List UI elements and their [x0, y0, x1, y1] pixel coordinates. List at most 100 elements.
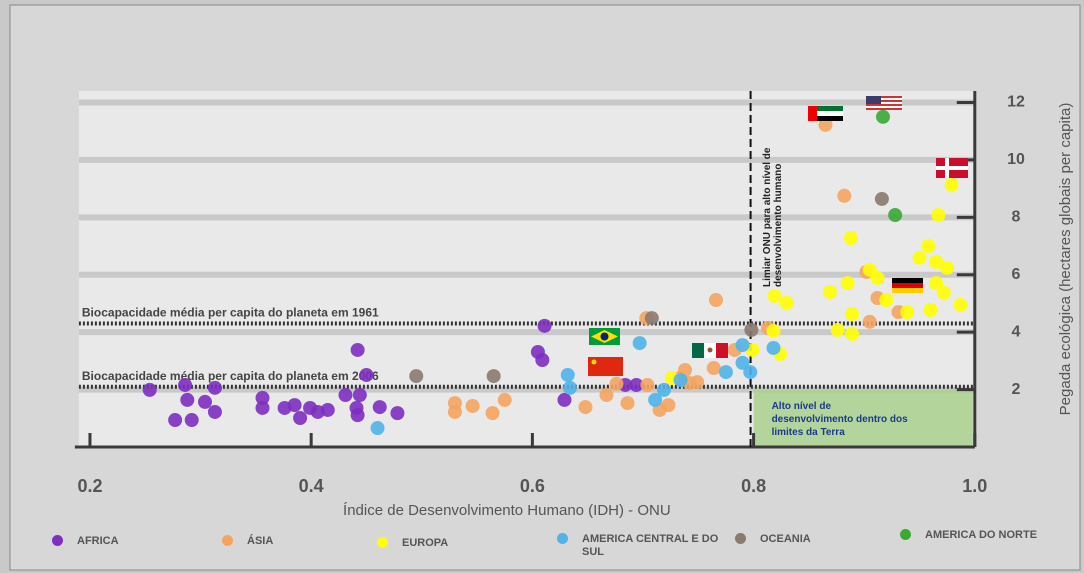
- point: [931, 208, 946, 223]
- legend-marker: [557, 533, 568, 544]
- point: [875, 109, 890, 124]
- point: [168, 413, 183, 428]
- point: [599, 388, 614, 403]
- point: [255, 390, 270, 405]
- legend-label: AMERICA DO NORTE: [925, 529, 1038, 541]
- point: [372, 400, 387, 415]
- point: [632, 336, 647, 351]
- point: [870, 270, 885, 285]
- point: [708, 293, 723, 308]
- legend-item: AMERICA CENTRAL E DO SUL: [557, 533, 722, 559]
- point: [888, 208, 903, 223]
- point: [837, 188, 852, 203]
- legend-marker: [900, 529, 911, 540]
- flag-uae: [808, 106, 843, 121]
- y-tick-label: 12: [1007, 94, 1025, 111]
- point: [673, 373, 688, 388]
- legend-marker: [377, 537, 388, 548]
- point: [557, 392, 572, 407]
- flag-mexico: [692, 343, 728, 358]
- point: [350, 342, 365, 357]
- point: [767, 288, 782, 303]
- point: [845, 307, 860, 322]
- y-axis-label: Pegada ecológica (hectares globais per c…: [1057, 103, 1074, 416]
- y-tick-label: 2: [1012, 381, 1021, 398]
- point: [560, 367, 575, 382]
- point: [184, 413, 199, 428]
- point: [735, 355, 750, 370]
- point: [840, 276, 855, 291]
- legend-label: ÁSIA: [247, 535, 274, 547]
- flag-china: [588, 357, 623, 376]
- point: [862, 314, 877, 329]
- point: [936, 285, 951, 300]
- legend-label: AFRICA: [77, 535, 119, 547]
- point: [320, 402, 335, 417]
- point: [485, 406, 500, 421]
- legend-item: ÁSIA: [222, 535, 387, 548]
- point: [940, 260, 955, 275]
- point: [929, 254, 944, 269]
- point: [537, 318, 552, 333]
- legend-item: OCEANIA: [735, 533, 900, 546]
- point: [779, 295, 794, 310]
- y-tick-label: 4: [1012, 323, 1021, 340]
- x-axis-label: Índice de Desenvolvimento Humano (IDH) -…: [343, 502, 671, 519]
- flag-denmark: [936, 158, 968, 178]
- point: [830, 322, 845, 337]
- point: [178, 377, 193, 392]
- point: [879, 293, 894, 308]
- point: [293, 411, 308, 426]
- x-tick-label: 1.0: [962, 476, 987, 496]
- point: [735, 338, 750, 353]
- point: [818, 117, 833, 132]
- point: [718, 365, 733, 380]
- point: [338, 388, 353, 403]
- point: [197, 394, 212, 409]
- x-tick-label: 0.4: [299, 476, 324, 496]
- threshold-label: Limiar ONU para alto nível de desenvolvi…: [761, 147, 784, 287]
- point: [390, 406, 405, 421]
- point: [822, 284, 837, 299]
- point: [953, 297, 968, 312]
- point: [352, 388, 367, 403]
- point: [944, 177, 959, 192]
- point: [535, 353, 550, 368]
- reference-label: Biocapacidade média per capita do planet…: [82, 369, 379, 383]
- point: [706, 361, 721, 376]
- point: [207, 404, 222, 419]
- point: [447, 404, 462, 419]
- point: [180, 392, 195, 407]
- legend-marker: [222, 535, 233, 546]
- point: [609, 376, 624, 391]
- point: [657, 382, 672, 397]
- point: [465, 398, 480, 413]
- point: [921, 239, 936, 254]
- flag-usa: [866, 96, 902, 110]
- point: [648, 392, 663, 407]
- point: [486, 369, 501, 384]
- point: [874, 191, 889, 206]
- point: [644, 311, 659, 326]
- legend-marker: [52, 535, 63, 546]
- highlight-box-label: Alto nível de desenvolvimento dentro dos…: [771, 400, 908, 438]
- legend-item: AMERICA DO NORTE: [900, 529, 1065, 542]
- legend-label: OCEANIA: [760, 533, 811, 545]
- legend-item: AFRICA: [52, 535, 217, 548]
- point: [620, 396, 635, 411]
- x-tick-label: 0.2: [77, 476, 102, 496]
- point: [766, 324, 781, 339]
- point: [142, 382, 157, 397]
- x-tick-label: 0.6: [520, 476, 545, 496]
- legend-marker: [735, 533, 746, 544]
- point: [640, 377, 655, 392]
- point: [912, 250, 927, 265]
- point: [661, 398, 676, 413]
- flag-brazil: [589, 328, 620, 345]
- point: [350, 408, 365, 423]
- legend-item: EUROPA: [377, 537, 542, 550]
- point: [207, 380, 222, 395]
- point: [359, 367, 374, 382]
- y-tick-label: 10: [1007, 151, 1025, 168]
- point: [497, 392, 512, 407]
